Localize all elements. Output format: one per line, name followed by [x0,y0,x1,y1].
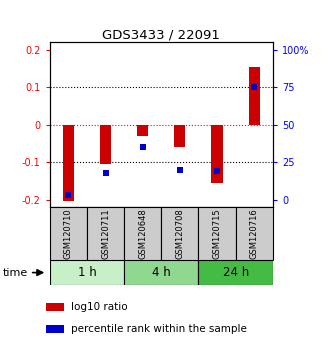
Bar [63,125,74,201]
Bar [137,125,148,136]
Text: 1 h: 1 h [78,266,96,279]
Bar [249,67,260,125]
Bar [46,303,64,311]
Bar [212,125,223,183]
Bar [46,325,64,333]
Text: 4 h: 4 h [152,266,171,279]
Text: GSM120711: GSM120711 [101,208,110,259]
Bar [50,207,87,260]
Title: GDS3433 / 22091: GDS3433 / 22091 [102,28,220,41]
Text: GSM120716: GSM120716 [250,208,259,259]
Bar [198,207,236,260]
Bar [87,207,124,260]
Text: percentile rank within the sample: percentile rank within the sample [71,324,247,334]
Text: time: time [3,268,29,278]
Bar [174,125,186,147]
Text: GSM120710: GSM120710 [64,208,73,259]
Bar [100,125,111,164]
Bar [236,207,273,260]
Bar [161,207,198,260]
Text: GSM120715: GSM120715 [213,208,221,259]
Text: GSM120708: GSM120708 [175,208,184,259]
Text: log10 ratio: log10 ratio [71,302,127,312]
Bar [124,260,198,285]
Bar [124,207,161,260]
Bar [198,260,273,285]
Text: GSM120648: GSM120648 [138,208,147,259]
Bar [50,260,124,285]
Text: 24 h: 24 h [222,266,249,279]
